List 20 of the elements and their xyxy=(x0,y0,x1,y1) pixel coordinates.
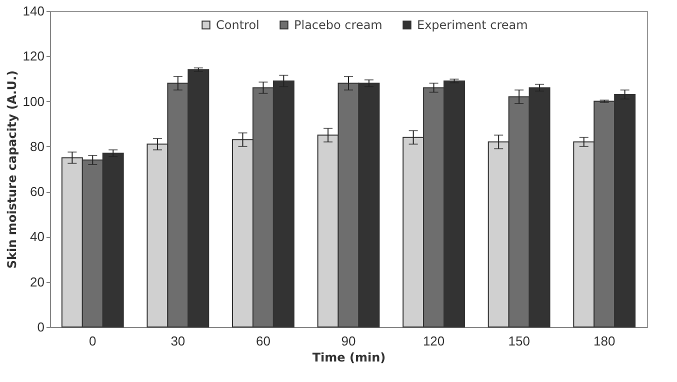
x-tick-label: 60 xyxy=(256,334,270,348)
legend-label: Experiment cream xyxy=(417,18,528,32)
y-tick-label: 0 xyxy=(37,320,44,334)
x-tick-label: 120 xyxy=(422,334,445,348)
legend-label: Control xyxy=(216,18,260,32)
legend-label: Placebo cream xyxy=(294,18,382,32)
x-tick-label: 150 xyxy=(508,334,530,348)
x-tick-label: 0 xyxy=(89,334,96,348)
y-tick-label: 100 xyxy=(22,94,44,109)
y-axis-title: Skin moisture capacity (A.U.) xyxy=(4,70,19,269)
x-tick-label: 30 xyxy=(170,334,186,348)
x-tick-label: 90 xyxy=(341,334,356,348)
x-axis-title: Time (min) xyxy=(312,350,386,364)
x-tick-label: 180 xyxy=(594,334,616,348)
y-tick-label: 60 xyxy=(30,184,44,200)
y-tick-label: 140 xyxy=(22,4,44,18)
y-tick-label: 120 xyxy=(22,48,44,64)
y-tick-label: 40 xyxy=(30,229,44,244)
y-tick-label: 20 xyxy=(30,274,44,290)
y-tick-label: 80 xyxy=(30,138,44,154)
